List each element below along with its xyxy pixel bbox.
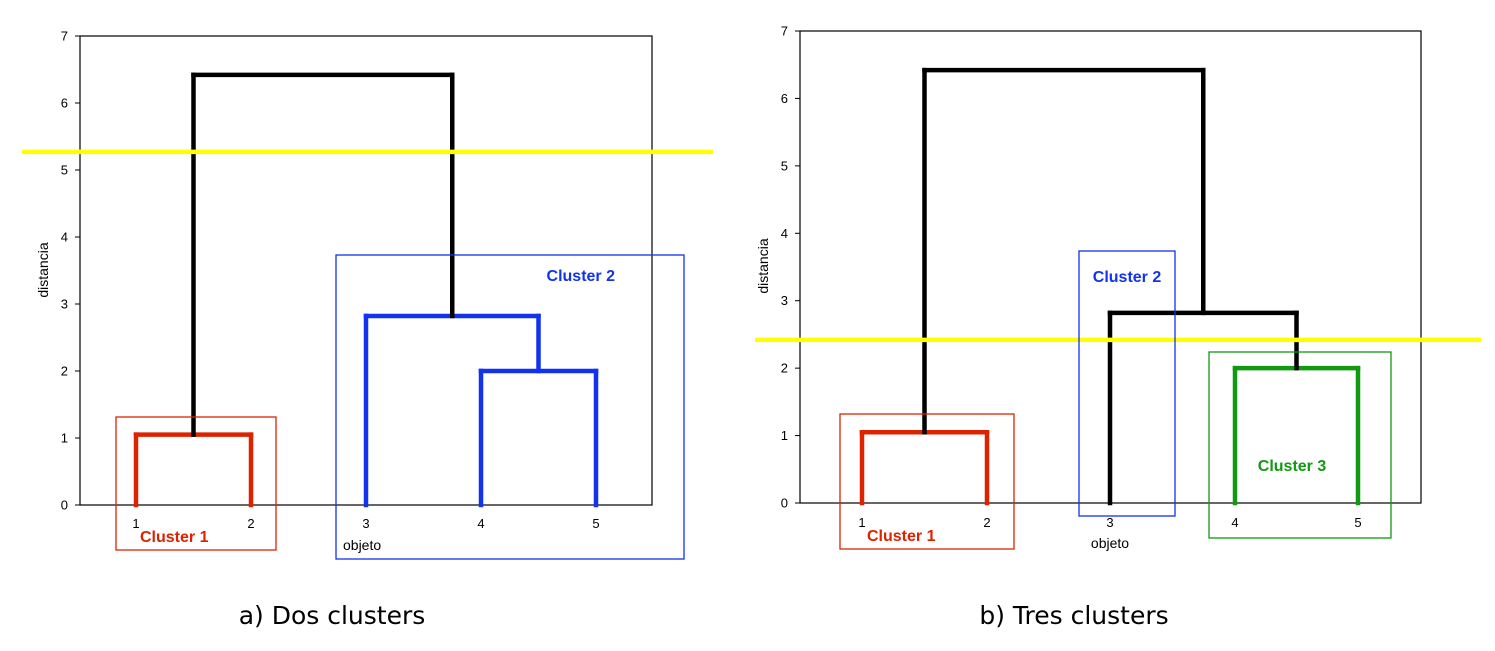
leaf-label: 5 xyxy=(1354,515,1361,530)
y-tick-label: 2 xyxy=(61,364,68,379)
cluster-box-1 xyxy=(839,413,1015,550)
x-axis-label: objeto xyxy=(343,537,381,553)
leaf-label: 4 xyxy=(1231,515,1238,530)
dendrogram-panel-a: 0 1 2 3 4 5 6 7 1 2 3 4 5 objeto distancia Cluster 1 Clu… xyxy=(22,29,713,630)
y-tick-label: 6 xyxy=(781,91,788,106)
cluster-label-1: Cluster 1 xyxy=(140,529,209,546)
y-axis-label: distancia xyxy=(755,238,771,293)
y-tick-label: 0 xyxy=(61,498,68,513)
panel-caption: a) Dos clusters xyxy=(239,601,426,630)
y-tick-label: 7 xyxy=(61,29,68,44)
y-tick-label: 1 xyxy=(61,431,68,446)
leaf-label: 1 xyxy=(132,516,139,531)
cluster-label-1: Cluster 1 xyxy=(867,528,936,545)
y-tick-label: 7 xyxy=(781,24,788,39)
cluster-label-2: Cluster 2 xyxy=(547,268,616,285)
leaf-label: 3 xyxy=(362,516,369,531)
y-tick-label: 4 xyxy=(781,226,788,241)
cluster-label-3: Cluster 3 xyxy=(1258,458,1327,475)
cluster-box-2 xyxy=(335,254,685,560)
leaf-label: 3 xyxy=(1106,515,1113,530)
y-axis-label: distancia xyxy=(35,242,51,297)
leaf-label: 1 xyxy=(858,515,865,530)
y-tick-label: 3 xyxy=(781,293,788,308)
dendrogram-panel-b: 0 1 2 3 4 5 6 7 1 2 3 4 5 objeto distancia Cluster 1 Clu… xyxy=(755,24,1481,630)
y-tick-label: 6 xyxy=(61,96,68,111)
panel-caption: b) Tres clusters xyxy=(979,601,1168,630)
x-axis-label: objeto xyxy=(1091,535,1129,551)
cluster-box-1 xyxy=(115,416,277,551)
leaf-label: 2 xyxy=(247,516,254,531)
y-tick-label: 4 xyxy=(61,230,68,245)
y-tick-label: 1 xyxy=(781,428,788,443)
cluster-box-2 xyxy=(1078,250,1176,517)
y-tick-label: 5 xyxy=(781,158,788,173)
cluster-label-2: Cluster 2 xyxy=(1093,269,1162,286)
leaf-label: 2 xyxy=(983,515,990,530)
cluster-box-3 xyxy=(1208,351,1392,539)
y-tick-label: 3 xyxy=(61,297,68,312)
leaf-label: 4 xyxy=(477,516,484,531)
y-tick-label: 0 xyxy=(781,496,788,511)
y-tick-label: 2 xyxy=(781,361,788,376)
leaf-label: 5 xyxy=(592,516,599,531)
y-tick-label: 5 xyxy=(61,163,68,178)
